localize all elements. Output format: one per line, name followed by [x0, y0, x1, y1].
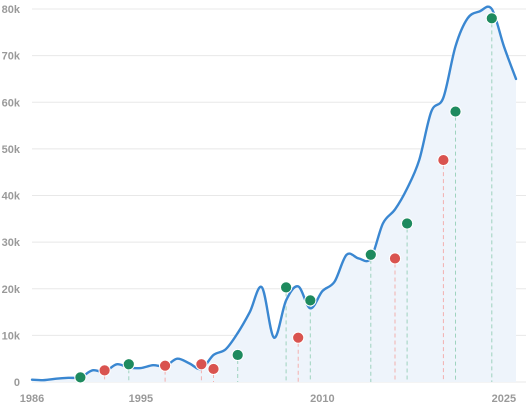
- down-marker-point[interactable]: [207, 362, 220, 376]
- y-tick-label: 30k: [2, 237, 21, 249]
- down-marker-point[interactable]: [98, 364, 111, 377]
- x-tick-label: 2010: [310, 393, 334, 405]
- y-tick-label: 60k: [2, 97, 21, 109]
- up-marker-point[interactable]: [231, 348, 244, 362]
- y-tick-label: 20k: [2, 284, 21, 296]
- x-tick-label: 1986: [20, 393, 44, 405]
- up-marker-point[interactable]: [449, 105, 462, 118]
- up-marker-point[interactable]: [485, 12, 498, 25]
- up-marker-point[interactable]: [74, 371, 87, 384]
- y-tick-label: 10k: [2, 330, 21, 342]
- up-marker-point[interactable]: [401, 217, 414, 230]
- down-marker-point[interactable]: [195, 358, 208, 371]
- y-tick-label: 70k: [2, 51, 21, 63]
- series-line-layer: [30, 5, 518, 382]
- gridlines: [32, 8, 526, 383]
- up-marker-point[interactable]: [122, 358, 135, 371]
- down-marker-point[interactable]: [292, 331, 305, 344]
- y-tick-label: 40k: [2, 191, 21, 203]
- down-marker-point[interactable]: [159, 359, 172, 372]
- marker-layer: [74, 12, 498, 384]
- y-axis-ticks: 0 10k 20k 30k 40k 50k 60k 70k 80k: [2, 4, 21, 389]
- y-tick-label: 80k: [2, 4, 21, 16]
- y-tick-label: 0: [14, 377, 20, 389]
- x-tick-label: 2025: [492, 393, 516, 405]
- marker-dropline-layer: [79, 23, 493, 383]
- x-tick-label: 1995: [129, 393, 153, 405]
- y-tick-label: 50k: [2, 144, 21, 156]
- up-marker-point[interactable]: [364, 248, 377, 261]
- down-marker-point[interactable]: [437, 153, 450, 167]
- up-marker-point[interactable]: [304, 294, 317, 307]
- up-marker-point[interactable]: [280, 281, 293, 294]
- x-axis-ticks: 1986 1995 2010 2025: [20, 393, 516, 405]
- down-marker-point[interactable]: [388, 252, 402, 265]
- series-line: [30, 5, 518, 382]
